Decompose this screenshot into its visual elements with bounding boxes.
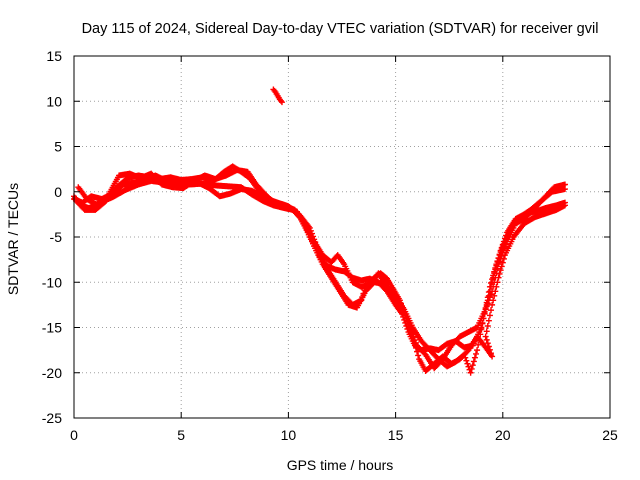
data-point [492, 274, 499, 281]
chart-title: Day 115 of 2024, Sidereal Day-to-day VTE… [82, 21, 599, 37]
data-point [495, 261, 502, 268]
data-point [397, 303, 404, 310]
data-point [469, 362, 476, 369]
data-point [486, 312, 493, 319]
data-point [490, 283, 497, 290]
data-point [494, 265, 501, 272]
data-point [414, 348, 421, 355]
data-point [489, 288, 496, 295]
data-point [491, 292, 498, 299]
data-point [488, 291, 495, 298]
data-point [467, 369, 474, 376]
data-point [465, 363, 472, 370]
series-trace-b [73, 163, 568, 374]
data-point [411, 336, 418, 343]
data-point [412, 339, 419, 346]
y-tick-label: 5 [54, 139, 62, 155]
data-point [489, 276, 496, 283]
data-point [409, 331, 416, 338]
data-point [499, 259, 506, 266]
data-point [497, 267, 504, 274]
series-trace-d [75, 167, 568, 372]
data-point [501, 244, 508, 251]
data-point [461, 351, 468, 358]
x-tick-label: 0 [70, 427, 78, 443]
data-point [484, 300, 491, 307]
data-markers [71, 86, 568, 376]
data-point [463, 357, 470, 364]
y-tick-label: 15 [46, 48, 62, 64]
data-point [503, 241, 510, 248]
data-point [479, 320, 486, 327]
data-point [489, 353, 496, 360]
data-point [496, 270, 503, 277]
data-point [406, 322, 413, 329]
x-tick-label: 10 [281, 427, 297, 443]
data-point [473, 350, 479, 357]
y-tick-label: -15 [42, 320, 62, 336]
data-point [486, 294, 493, 301]
data-point [498, 263, 505, 270]
data-point [496, 258, 503, 265]
data-point [484, 322, 491, 329]
data-point [407, 325, 414, 332]
data-point [483, 336, 490, 343]
data-point [493, 270, 500, 277]
data-point [488, 350, 495, 357]
y-axis-label: SDTVAR / TECUs [5, 183, 21, 295]
data-point [485, 343, 492, 350]
data-point [464, 360, 471, 367]
data-point [478, 326, 485, 333]
y-tick-label: -25 [42, 410, 62, 426]
data-point [488, 307, 495, 314]
data-point [500, 247, 507, 254]
data-point [476, 336, 483, 343]
data-point [484, 340, 491, 347]
x-tick-label: 5 [177, 427, 185, 443]
y-tick-label: -10 [42, 274, 62, 290]
data-point [410, 334, 417, 341]
data-point [498, 252, 505, 259]
data-point [483, 303, 490, 310]
data-point [475, 341, 482, 348]
data-point [491, 279, 498, 286]
data-point [415, 352, 422, 359]
y-tick-label: 0 [54, 184, 62, 200]
axis-ticks: 0 5 10 15 20 25 -25 -20 -15 -10 -5 0 5 10 15 [42, 48, 618, 443]
data-point [482, 306, 489, 313]
data-point [405, 319, 412, 326]
y-tick-label: -5 [50, 229, 63, 245]
data-point [485, 317, 492, 324]
grid-lines [74, 56, 610, 418]
data-point [499, 249, 506, 256]
y-tick-label: -20 [42, 365, 62, 381]
data-point [470, 358, 477, 365]
data-point [462, 354, 469, 361]
data-point [486, 346, 493, 353]
data-point [483, 328, 490, 335]
data-point [489, 301, 496, 308]
data-point [471, 354, 478, 361]
data-point [488, 280, 495, 287]
y-tick-label: 10 [46, 93, 62, 109]
series-trace-c [71, 172, 568, 376]
series-trace-e [270, 86, 285, 106]
data-point [278, 99, 285, 106]
data-point [474, 347, 481, 354]
x-tick-label: 25 [602, 427, 618, 443]
data-point [468, 365, 475, 372]
data-point [561, 181, 568, 188]
x-tick-label: 15 [388, 427, 404, 443]
x-tick-label: 20 [495, 427, 511, 443]
series-trace-a [71, 177, 568, 354]
data-point [408, 328, 415, 335]
x-axis-label: GPS time / hours [287, 457, 394, 473]
data-point [561, 202, 568, 209]
data-point [482, 333, 489, 340]
data-point [497, 255, 504, 262]
data-point [485, 297, 492, 304]
data-point [477, 331, 484, 338]
